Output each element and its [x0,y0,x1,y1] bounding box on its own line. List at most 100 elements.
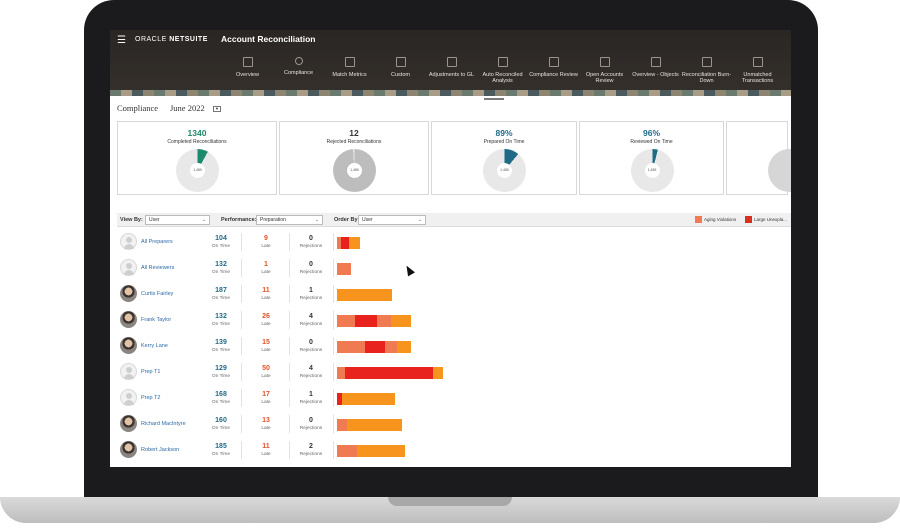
table-row[interactable]: Kerry Lane 139 On Time 15 Late 0 Rejections [117,332,791,358]
column-divider [333,389,334,407]
on-time-count: 104 [215,235,227,242]
performance-select[interactable]: Preparation ⌄ [256,215,323,225]
tab-label: Open Accounts Review [585,72,624,84]
late-label: Late [261,296,271,301]
table-row[interactable]: Prep T2 168 On Time 17 Late 1 Rejections [117,384,791,410]
table-row[interactable]: Frank Taylor 132 On Time 26 Late 4 Rejections [117,306,791,332]
kpi-card-partial[interactable] [726,121,791,195]
order-by-select[interactable]: User ⌄ [358,215,426,225]
table-row[interactable]: All Preparers 104 On Time 9 Late 0 Rejections [117,228,791,254]
column-divider [241,363,242,381]
table-row[interactable]: Robert Jackson 185 On Time 11 Late 2 Rejection… [117,436,791,462]
kpi-card[interactable]: 96% Reviewed On Time 1,489 [579,121,724,195]
performance-bar-segment[interactable] [385,341,397,353]
performance-bar-segment[interactable] [337,393,342,405]
table-row[interactable]: All Reviewers 132 On Time 1 Late 0 Rejections [117,254,791,280]
performance-bar-segment[interactable] [337,263,351,275]
tab-label: Overview [236,72,259,78]
performance-bar-segment[interactable] [337,315,355,327]
performance-bar-segment[interactable] [355,315,377,327]
tab-compliance-review[interactable]: Compliance Review [528,54,579,96]
user-name-link[interactable]: Robert Jackson [141,447,180,453]
performance-bar-segment[interactable] [365,341,385,353]
tab-overview[interactable]: Overview [222,54,273,96]
order-by-label: Order By: [334,217,360,223]
column-divider [333,415,334,433]
rejections-label: Rejections [299,244,323,249]
user-name-link[interactable]: All Reviewers [141,265,175,271]
user-name-link[interactable]: Prep T1 [141,369,161,375]
rejections-count: 0 [309,235,313,242]
period-dropdown-button[interactable]: ▼ [213,106,221,112]
rejections-label: Rejections [299,296,323,301]
user-performance-list: All Preparers 104 On Time 9 Late 0 Rejections A… [117,228,791,462]
performance-bar-segment[interactable] [337,289,392,301]
on-time-count: 185 [215,443,227,450]
kpi-card[interactable]: 89% Prepared On Time 1,489 [431,121,577,195]
on-time-label: On Time [211,452,231,457]
late-label: Late [261,244,271,249]
tab-open-accounts-review[interactable]: Open Accounts Review [579,54,630,96]
column-divider [333,233,334,251]
hamburger-menu-icon[interactable]: ☰ [117,35,126,46]
legend-swatch-aging [695,216,702,223]
late-label: Late [261,374,271,379]
table-row[interactable]: Prep T1 129 On Time 50 Late 4 Rejections [117,358,791,384]
table-row[interactable]: Curtis Fairley 187 On Time 11 Late 1 Rejection… [117,280,791,306]
app-screen: ☰ ORACLE NETSUITE Account Reconciliation… [110,30,791,467]
rejections-label: Rejections [299,452,323,457]
tab-adjustments-to-gl[interactable]: Adjustments to GL [426,54,477,96]
late-label: Late [261,426,271,431]
performance-bar-segment[interactable] [337,445,357,457]
kpi-donut-chart: 1,489 [630,149,674,192]
user-name-link[interactable]: Kerry Lane [141,343,168,349]
kpi-value: 1340 [187,128,207,138]
rejections-label: Rejections [299,348,323,353]
on-time-count: 129 [215,365,227,372]
user-name-link[interactable]: Curtis Fairley [141,291,174,297]
chevron-down-icon: ⌄ [201,217,206,223]
performance-bar-segment[interactable] [337,419,347,431]
tab-overview-objects[interactable]: Overview - Objects [630,54,681,96]
kpi-card[interactable]: 1340 Completed Reconciliations 1,489 [117,121,277,195]
column-divider [333,259,334,277]
user-name-link[interactable]: Richard MacIntyre [141,421,186,427]
user-name-link[interactable]: Prep T2 [141,395,161,401]
performance-bar-segment[interactable] [349,237,360,249]
brand-logo[interactable]: ORACLE NETSUITE [135,36,208,43]
performance-bar-segment[interactable] [337,367,345,379]
performance-bar-segment[interactable] [337,341,365,353]
view-by-label: View By: [120,217,143,223]
column-divider [241,441,242,459]
late-count: 11 [262,443,270,450]
filter-bar: View By: User ⌄ Performance: Preparation ⌄… [117,213,791,227]
column-divider [241,259,242,277]
performance-bar-segment[interactable] [397,341,411,353]
kpi-card[interactable]: 12 Rejected Reconciliations 1,489 [279,121,429,195]
user-name-link[interactable]: Frank Taylor [141,317,172,323]
tab-custom[interactable]: Custom [375,54,426,96]
view-by-select[interactable]: User ⌄ [145,215,210,225]
performance-bar-segment[interactable] [342,393,395,405]
dashboard-icon [446,57,457,67]
late-label: Late [261,400,271,405]
table-row[interactable]: Richard MacIntyre 160 On Time 13 Late 0 Reject… [117,410,791,436]
performance-bar-segment[interactable] [347,419,402,431]
rejections-count: 1 [309,287,313,294]
performance-bar-segment[interactable] [357,445,405,457]
user-name-link[interactable]: All Preparers [141,239,173,245]
late-count: 17 [262,391,270,398]
performance-bar-segment[interactable] [341,237,349,249]
tab-auto-reconciled-analysis[interactable]: Auto Reconciled Analysis [477,54,528,96]
column-divider [289,285,290,303]
tab-compliance[interactable]: Compliance [273,54,324,96]
tab-reconciliation-burn-down[interactable]: Reconciliation Burn-Down [681,54,732,96]
performance-bar-segment[interactable] [345,367,433,379]
tab-match-metrics[interactable]: Match Metrics [324,54,375,96]
performance-bar-segment[interactable] [391,315,411,327]
performance-bar-segment[interactable] [377,315,391,327]
performance-bar-segment[interactable] [337,237,341,249]
tab-unmatched-transactions[interactable]: Unmatched Transactions [732,54,783,96]
performance-bar-segment[interactable] [433,367,443,379]
column-divider [289,415,290,433]
